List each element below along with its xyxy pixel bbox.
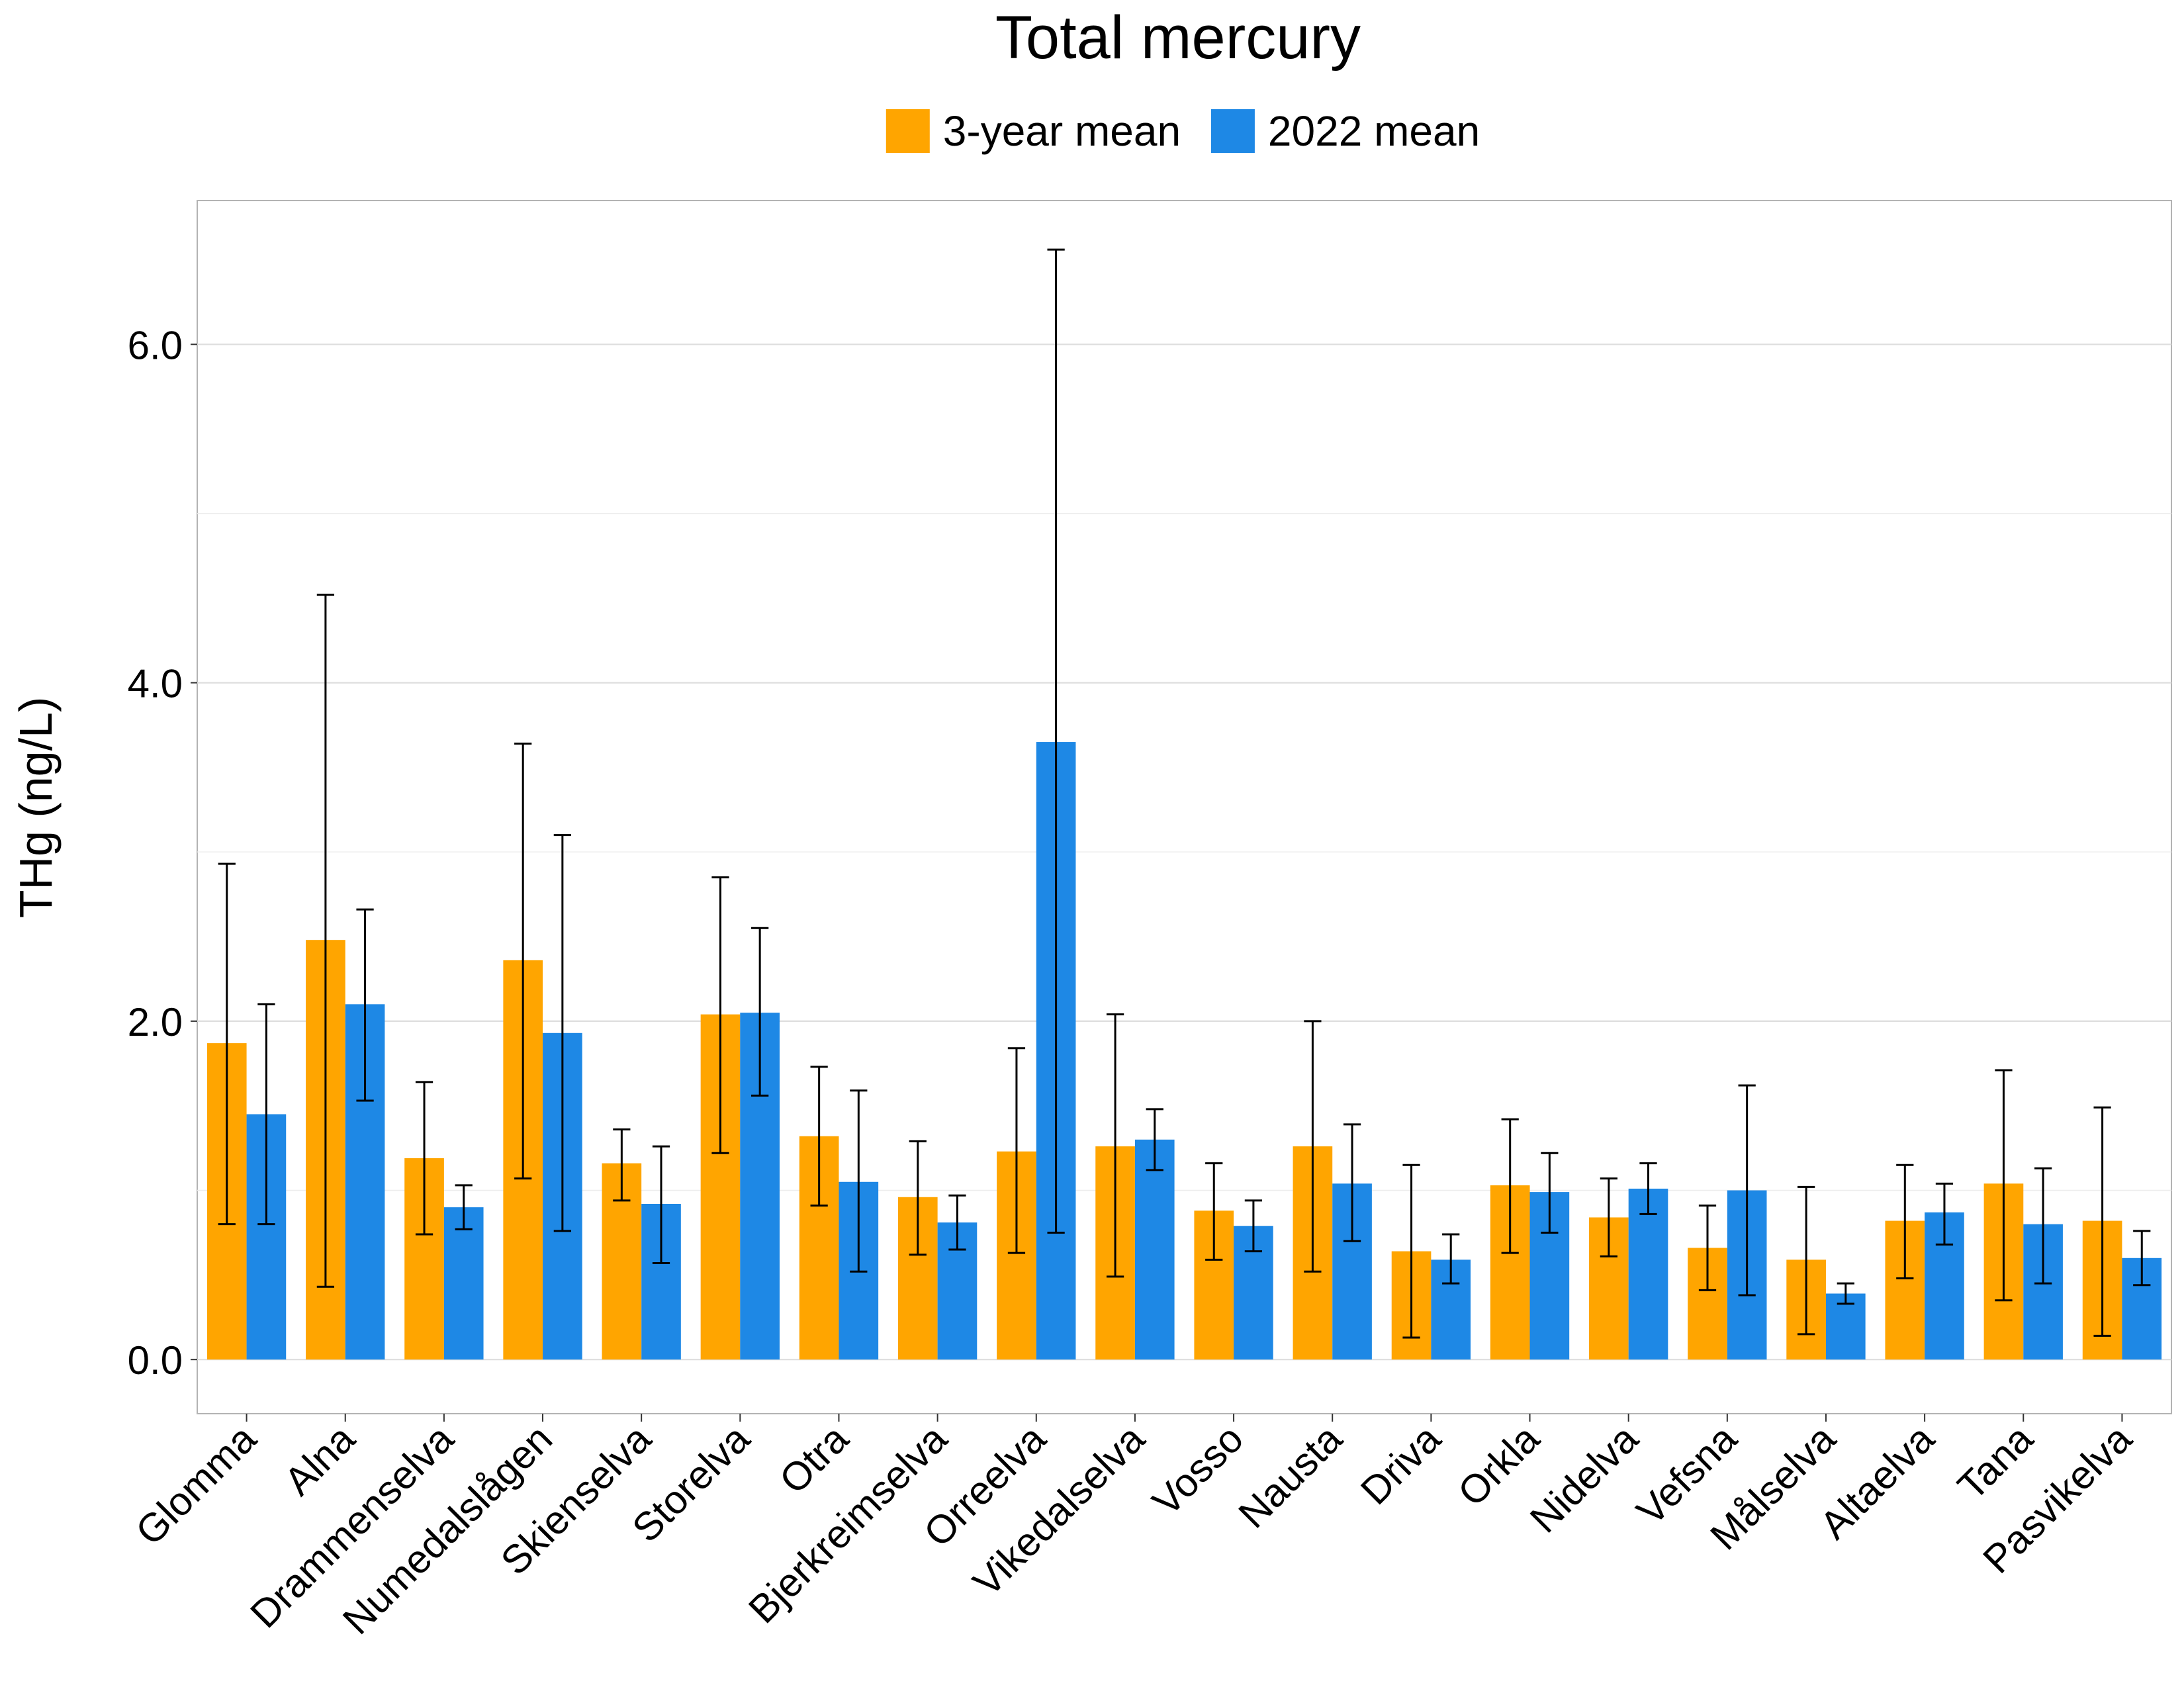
y-tick-label: 4.0 xyxy=(128,662,183,706)
legend-swatch-three-year-mean xyxy=(886,109,930,153)
x-tick-label: Alna xyxy=(276,1416,364,1504)
x-axis: Glomma AlnaDrammenselvaNumedalslågenSkien… xyxy=(127,1414,2140,1643)
y-axis-label: THg (ng/L) xyxy=(10,697,62,919)
y-tick-label: 2.0 xyxy=(128,1000,183,1044)
legend: 3-year mean 2022 mean xyxy=(886,107,1480,155)
bar-mean-2022 xyxy=(1134,1139,1175,1360)
legend-label: 2022 mean xyxy=(1268,107,1480,155)
y-tick-label: 6.0 xyxy=(128,323,183,367)
chart-title: Total mercury xyxy=(995,4,1361,71)
x-tick-label: Glomma xyxy=(127,1416,265,1553)
x-tick-label: Nidelva xyxy=(1522,1416,1647,1541)
y-tick-label: 0.0 xyxy=(128,1338,183,1383)
x-tick-label: Driva xyxy=(1352,1416,1449,1513)
legend-swatch-mean-2022 xyxy=(1210,109,1255,153)
legend-label: 3-year mean xyxy=(943,107,1181,155)
x-tick-label: Otra xyxy=(771,1416,857,1502)
bar-mean-2022 xyxy=(443,1207,484,1360)
bar-mean-2022 xyxy=(1628,1188,1668,1360)
y-axis: 0.0 2.0 4.0 6.0 xyxy=(128,323,197,1383)
plot-frame xyxy=(197,200,2172,1414)
error-bars xyxy=(218,248,2151,1339)
x-tick-label: Nausta xyxy=(1230,1416,1351,1536)
x-tick-label: Tana xyxy=(1949,1416,2042,1508)
x-tick-label: Vikedalselva xyxy=(964,1416,1153,1604)
